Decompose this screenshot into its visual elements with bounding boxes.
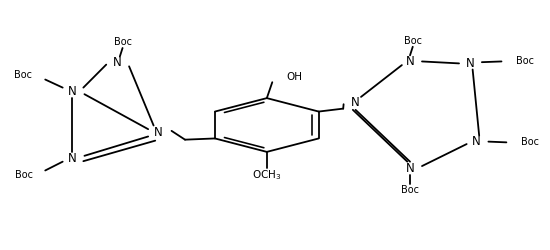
Text: N: N <box>351 96 360 110</box>
Text: N: N <box>68 85 77 98</box>
Text: N: N <box>113 56 122 69</box>
Text: Boc: Boc <box>521 137 539 147</box>
Text: OCH$_3$: OCH$_3$ <box>252 168 282 182</box>
Text: Boc: Boc <box>516 56 534 66</box>
Text: N: N <box>406 162 414 175</box>
Text: N: N <box>153 126 162 139</box>
Text: Boc: Boc <box>14 70 32 80</box>
Text: Boc: Boc <box>113 37 131 47</box>
Text: N: N <box>472 135 481 148</box>
Text: N: N <box>465 57 474 70</box>
Text: N: N <box>68 152 77 165</box>
Text: N: N <box>406 55 414 68</box>
Text: Boc: Boc <box>404 36 422 46</box>
Text: Boc: Boc <box>401 185 419 195</box>
Text: OH: OH <box>286 72 302 82</box>
Text: Boc: Boc <box>15 170 33 180</box>
